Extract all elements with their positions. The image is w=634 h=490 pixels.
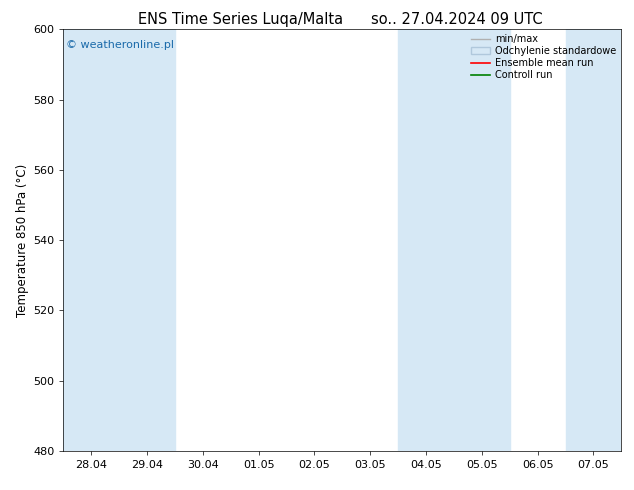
Bar [454, 29, 510, 451]
Bar [119, 29, 175, 451]
Bar [398, 29, 454, 451]
Bar [63, 29, 119, 451]
Text: ENS Time Series Luqa/Malta: ENS Time Series Luqa/Malta [138, 12, 344, 27]
Y-axis label: Temperature 850 hPa (°C): Temperature 850 hPa (°C) [16, 164, 29, 317]
Bar [566, 29, 621, 451]
Text: so.. 27.04.2024 09 UTC: so.. 27.04.2024 09 UTC [371, 12, 542, 27]
Legend: min/max, Odchylenie standardowe, Ensemble mean run, Controll run: min/max, Odchylenie standardowe, Ensembl… [471, 34, 616, 80]
Text: © weatheronline.pl: © weatheronline.pl [66, 40, 174, 50]
